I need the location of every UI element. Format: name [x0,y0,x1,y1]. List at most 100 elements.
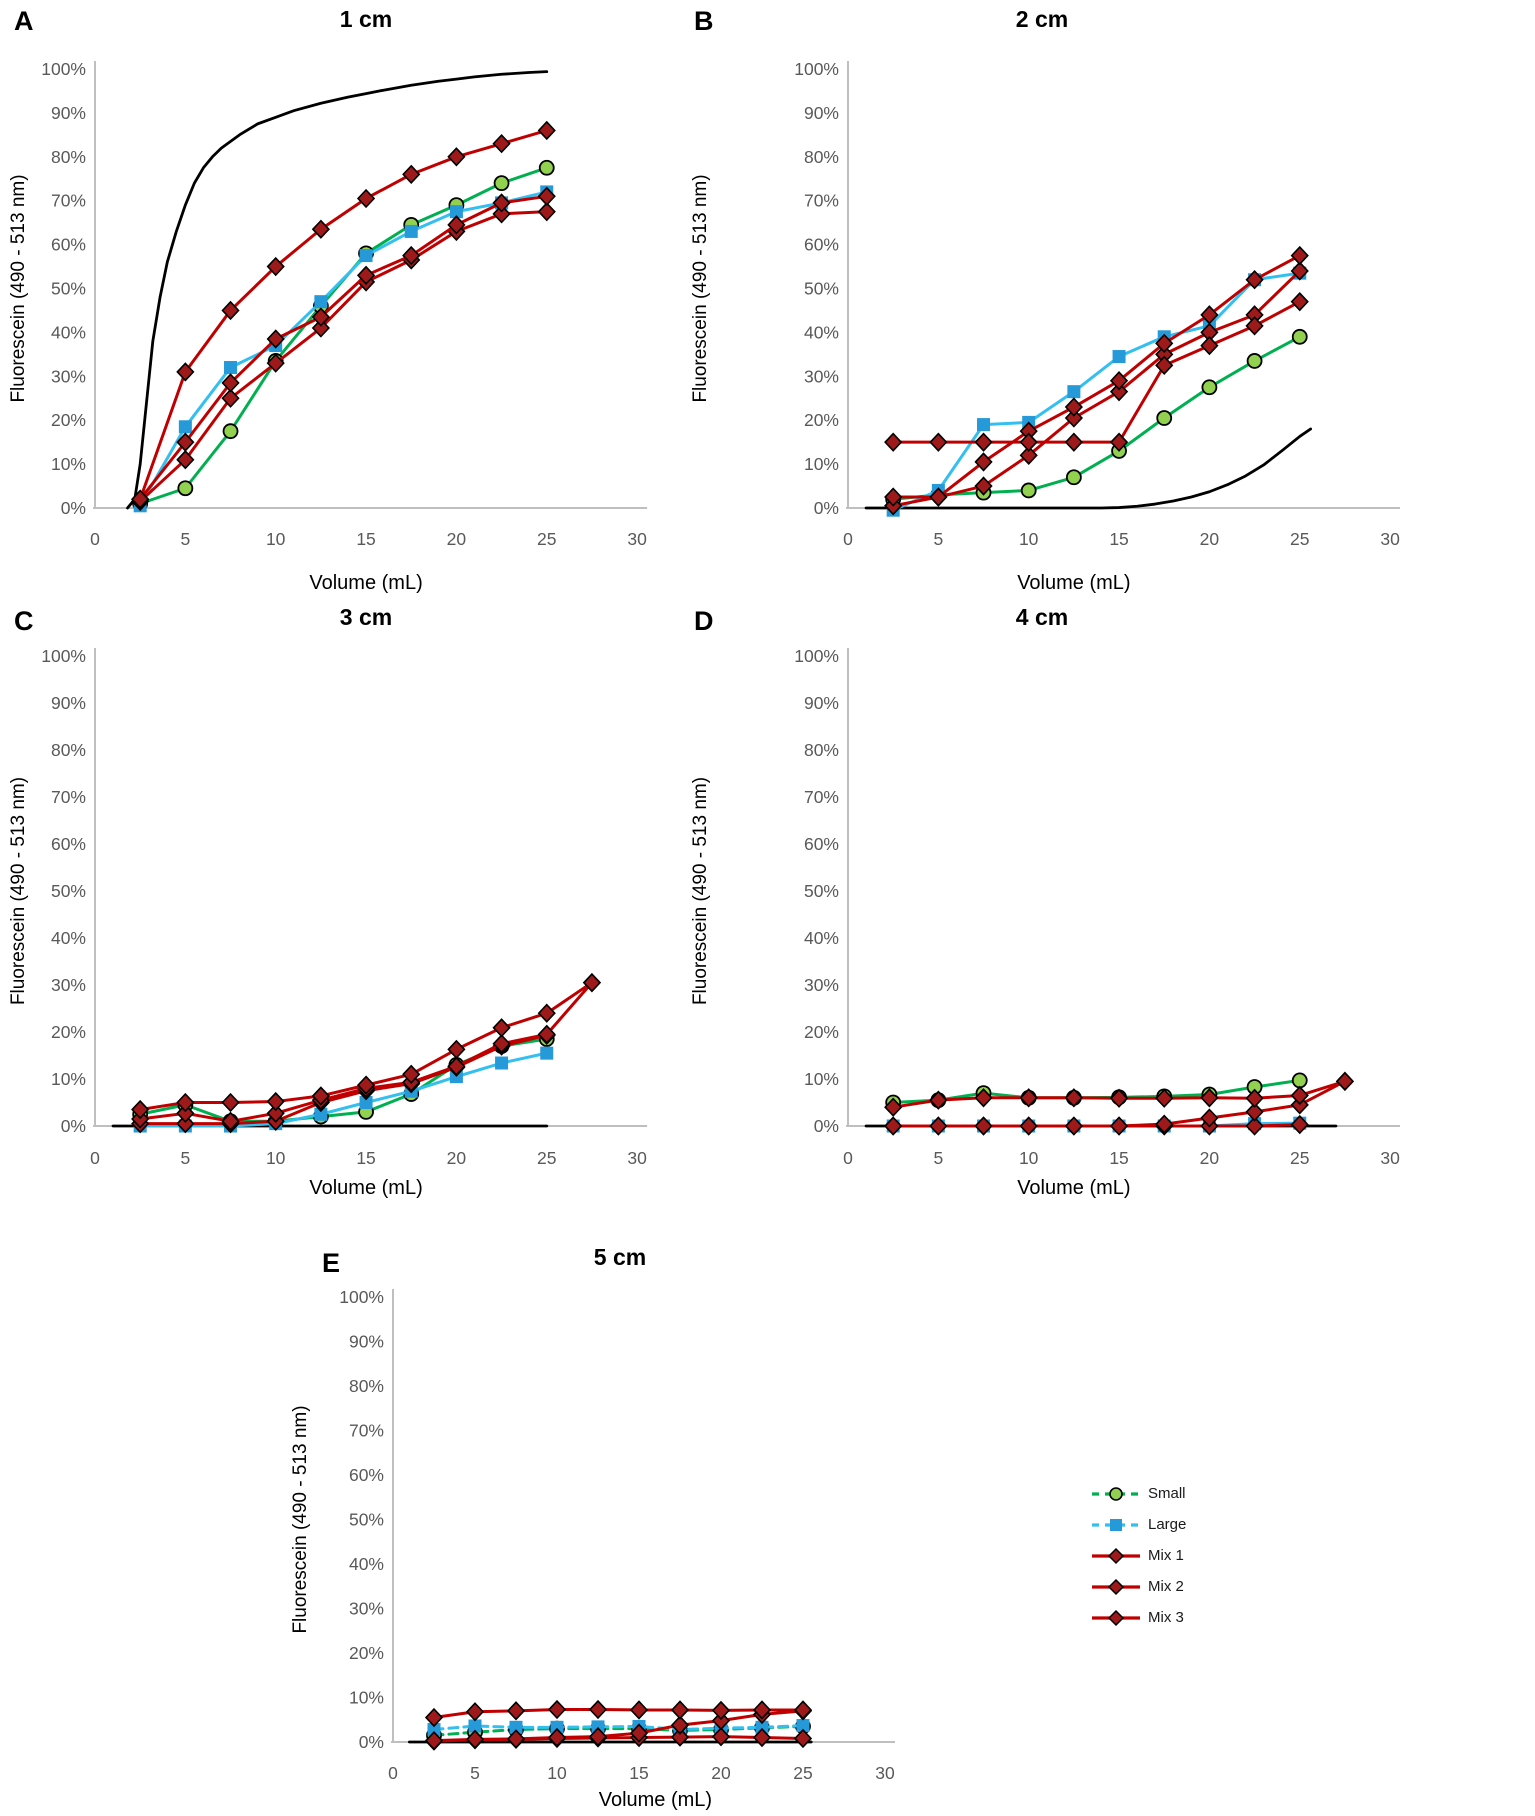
y-tick-label: 0% [61,1116,86,1136]
panel-title-5cm: 5 cm [593,1244,647,1270]
mix-1-marker [1109,1088,1129,1108]
y-tick-label: 0% [359,1732,384,1752]
x-tick-label: 30 [627,529,647,549]
plot-3cm: 0% 10% 20% 30% 40% 50% 60% 70% 80% 90% 100% 0 5 10 15 2… [8,646,648,1199]
mix-1-marker [492,133,511,154]
series-line [891,271,1302,512]
y-axis-title: Fluorescein (490 - 513 nm) [290,1405,311,1633]
mix-1-marker [402,1064,421,1084]
y-tick-label: 20% [51,410,86,430]
mix-1-marker [974,432,993,452]
small-marker [1201,379,1218,396]
mix-1-marker [221,1092,240,1113]
y-tick-label: 80% [804,147,839,167]
mix-1-marker [176,362,195,382]
x-tick-label: 5 [180,529,190,549]
large-marker [591,1720,605,1734]
mix-1-marker [537,1003,556,1023]
mix-1-marker [547,1699,567,1720]
mix-1-marker [884,432,903,452]
y-tick-label: 100% [794,646,839,666]
y-tick-label: 30% [804,975,839,995]
mix-2-marker [1200,1108,1219,1128]
panel-letter-e: E [322,1248,341,1278]
series-line [432,1724,805,1732]
y-tick-label: 30% [804,366,839,386]
y-tick-label: 100% [41,646,86,666]
mix-3-marker [752,1727,772,1748]
large-marker [224,361,238,375]
mix-2-marker [1245,1102,1264,1122]
series-mix-2 [884,245,1309,507]
mix-1-marker [1335,1071,1355,1092]
small-marker [1291,1072,1308,1089]
mix-2-marker [465,1729,485,1749]
mix-1-marker [311,1086,330,1106]
large-marker [796,1719,810,1733]
y-tick-label: 90% [51,693,86,713]
mix-2-marker [974,1116,993,1136]
series-mix-1 [884,1071,1355,1117]
mix-2-marker [537,1024,556,1045]
y-tick-label: 80% [349,1376,384,1396]
small-marker [493,175,510,192]
series-theoretical [126,70,549,510]
mix-2-marker [221,1111,240,1131]
series-mix-1 [131,120,556,509]
legend-swatch-large [1092,1518,1140,1531]
series-mix-2 [424,1701,813,1751]
mix-3-marker [1064,408,1083,428]
y-tick-label: 40% [804,322,839,342]
mix-2-marker [884,1116,903,1136]
series-line [138,1051,549,1128]
y-tick-label: 100% [339,1287,384,1307]
legend-diamond-marker [1107,1578,1125,1595]
x-tick-label: 30 [627,1148,647,1168]
y-tick-label: 60% [51,834,86,854]
mix-2-marker [929,1116,948,1136]
x-tick-label: 15 [629,1763,648,1783]
small-marker [1246,353,1263,369]
large-marker [1112,350,1126,364]
x-tick-label: 0 [843,1148,853,1168]
x-tick-label: 10 [266,1148,286,1168]
mix-1-marker [588,1699,608,1720]
large-marker [359,1096,373,1109]
mix-1-marker [492,1018,511,1038]
x-tick-label: 10 [1019,1148,1039,1168]
y-tick-label: 10% [804,454,839,474]
mix-2-marker [356,265,376,285]
legend-label: Mix 2 [1148,1578,1184,1595]
y-tick-label: 60% [51,235,86,255]
mix-1-marker [1019,1088,1038,1108]
mix-3-marker [1290,261,1309,281]
mix-1-marker [1155,355,1174,375]
series-line [891,335,1302,501]
x-tick-label: 0 [90,1148,100,1168]
x-tick-label: 5 [470,1763,480,1783]
y-tick-label: 80% [51,740,86,760]
mix-3-marker [711,1726,731,1747]
mix-3-marker [1109,381,1129,402]
large-marker [404,224,418,238]
y-tick-label: 70% [51,191,86,211]
large-marker [509,1720,523,1734]
mix-3-marker [537,202,556,222]
x-tick-label: 25 [793,1763,812,1783]
legend-item-large: Large [1090,1509,1340,1540]
mix-1-marker [465,1702,485,1722]
mix-2-marker [974,452,993,472]
mix-1-marker [447,1039,466,1060]
y-tick-label: 10% [804,1069,839,1089]
large-marker [359,249,373,263]
mix-3-marker [1019,445,1038,465]
mix-1-marker [131,1099,150,1120]
x-axis-title: Volume (mL) [309,1177,422,1199]
mix-2-marker [424,1730,444,1751]
series-line [891,254,1302,499]
x-tick-label: 5 [933,529,943,549]
legend-diamond-marker [1107,1547,1125,1564]
mix-2-marker [629,1723,649,1743]
series-large [886,266,1307,517]
mix-2-marker [588,1726,608,1747]
